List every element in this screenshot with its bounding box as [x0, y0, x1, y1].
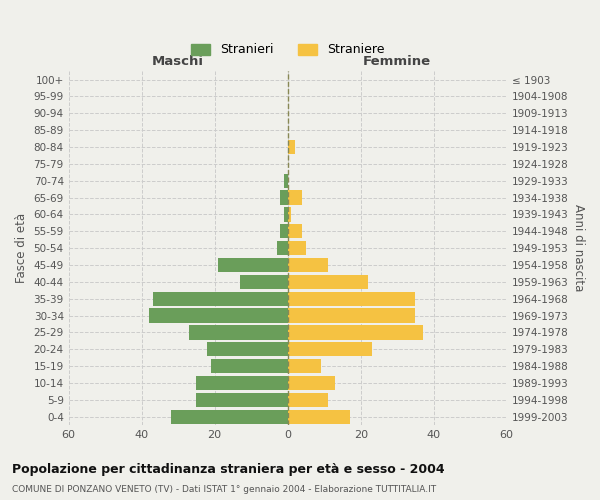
Text: Maschi: Maschi — [152, 54, 204, 68]
Bar — [287, 410, 350, 424]
Bar — [171, 410, 287, 424]
Text: Femmine: Femmine — [363, 54, 431, 68]
Bar — [280, 224, 287, 238]
Bar — [152, 292, 287, 306]
Text: Popolazione per cittadinanza straniera per età e sesso - 2004: Popolazione per cittadinanza straniera p… — [12, 462, 445, 475]
Y-axis label: Anni di nascita: Anni di nascita — [572, 204, 585, 292]
Bar — [189, 325, 287, 340]
Bar — [287, 342, 371, 356]
Bar — [287, 241, 306, 256]
Bar — [287, 140, 295, 154]
Bar — [211, 359, 287, 374]
Bar — [196, 392, 287, 407]
Bar — [277, 241, 287, 256]
Bar — [284, 207, 287, 222]
Bar — [149, 308, 287, 322]
Bar — [218, 258, 287, 272]
Bar — [287, 308, 415, 322]
Bar — [208, 342, 287, 356]
Bar — [196, 376, 287, 390]
Text: COMUNE DI PONZANO VENETO (TV) - Dati ISTAT 1° gennaio 2004 - Elaborazione TUTTIT: COMUNE DI PONZANO VENETO (TV) - Dati IST… — [12, 485, 436, 494]
Bar — [287, 325, 423, 340]
Bar — [287, 224, 302, 238]
Bar — [287, 359, 320, 374]
Bar — [287, 274, 368, 289]
Bar — [280, 190, 287, 204]
Bar — [287, 392, 328, 407]
Bar — [287, 207, 292, 222]
Bar — [287, 190, 302, 204]
Bar — [240, 274, 287, 289]
Legend: Stranieri, Straniere: Stranieri, Straniere — [186, 38, 389, 62]
Bar — [287, 292, 415, 306]
Bar — [287, 258, 328, 272]
Y-axis label: Fasce di età: Fasce di età — [15, 213, 28, 283]
Bar — [284, 174, 287, 188]
Bar — [287, 376, 335, 390]
